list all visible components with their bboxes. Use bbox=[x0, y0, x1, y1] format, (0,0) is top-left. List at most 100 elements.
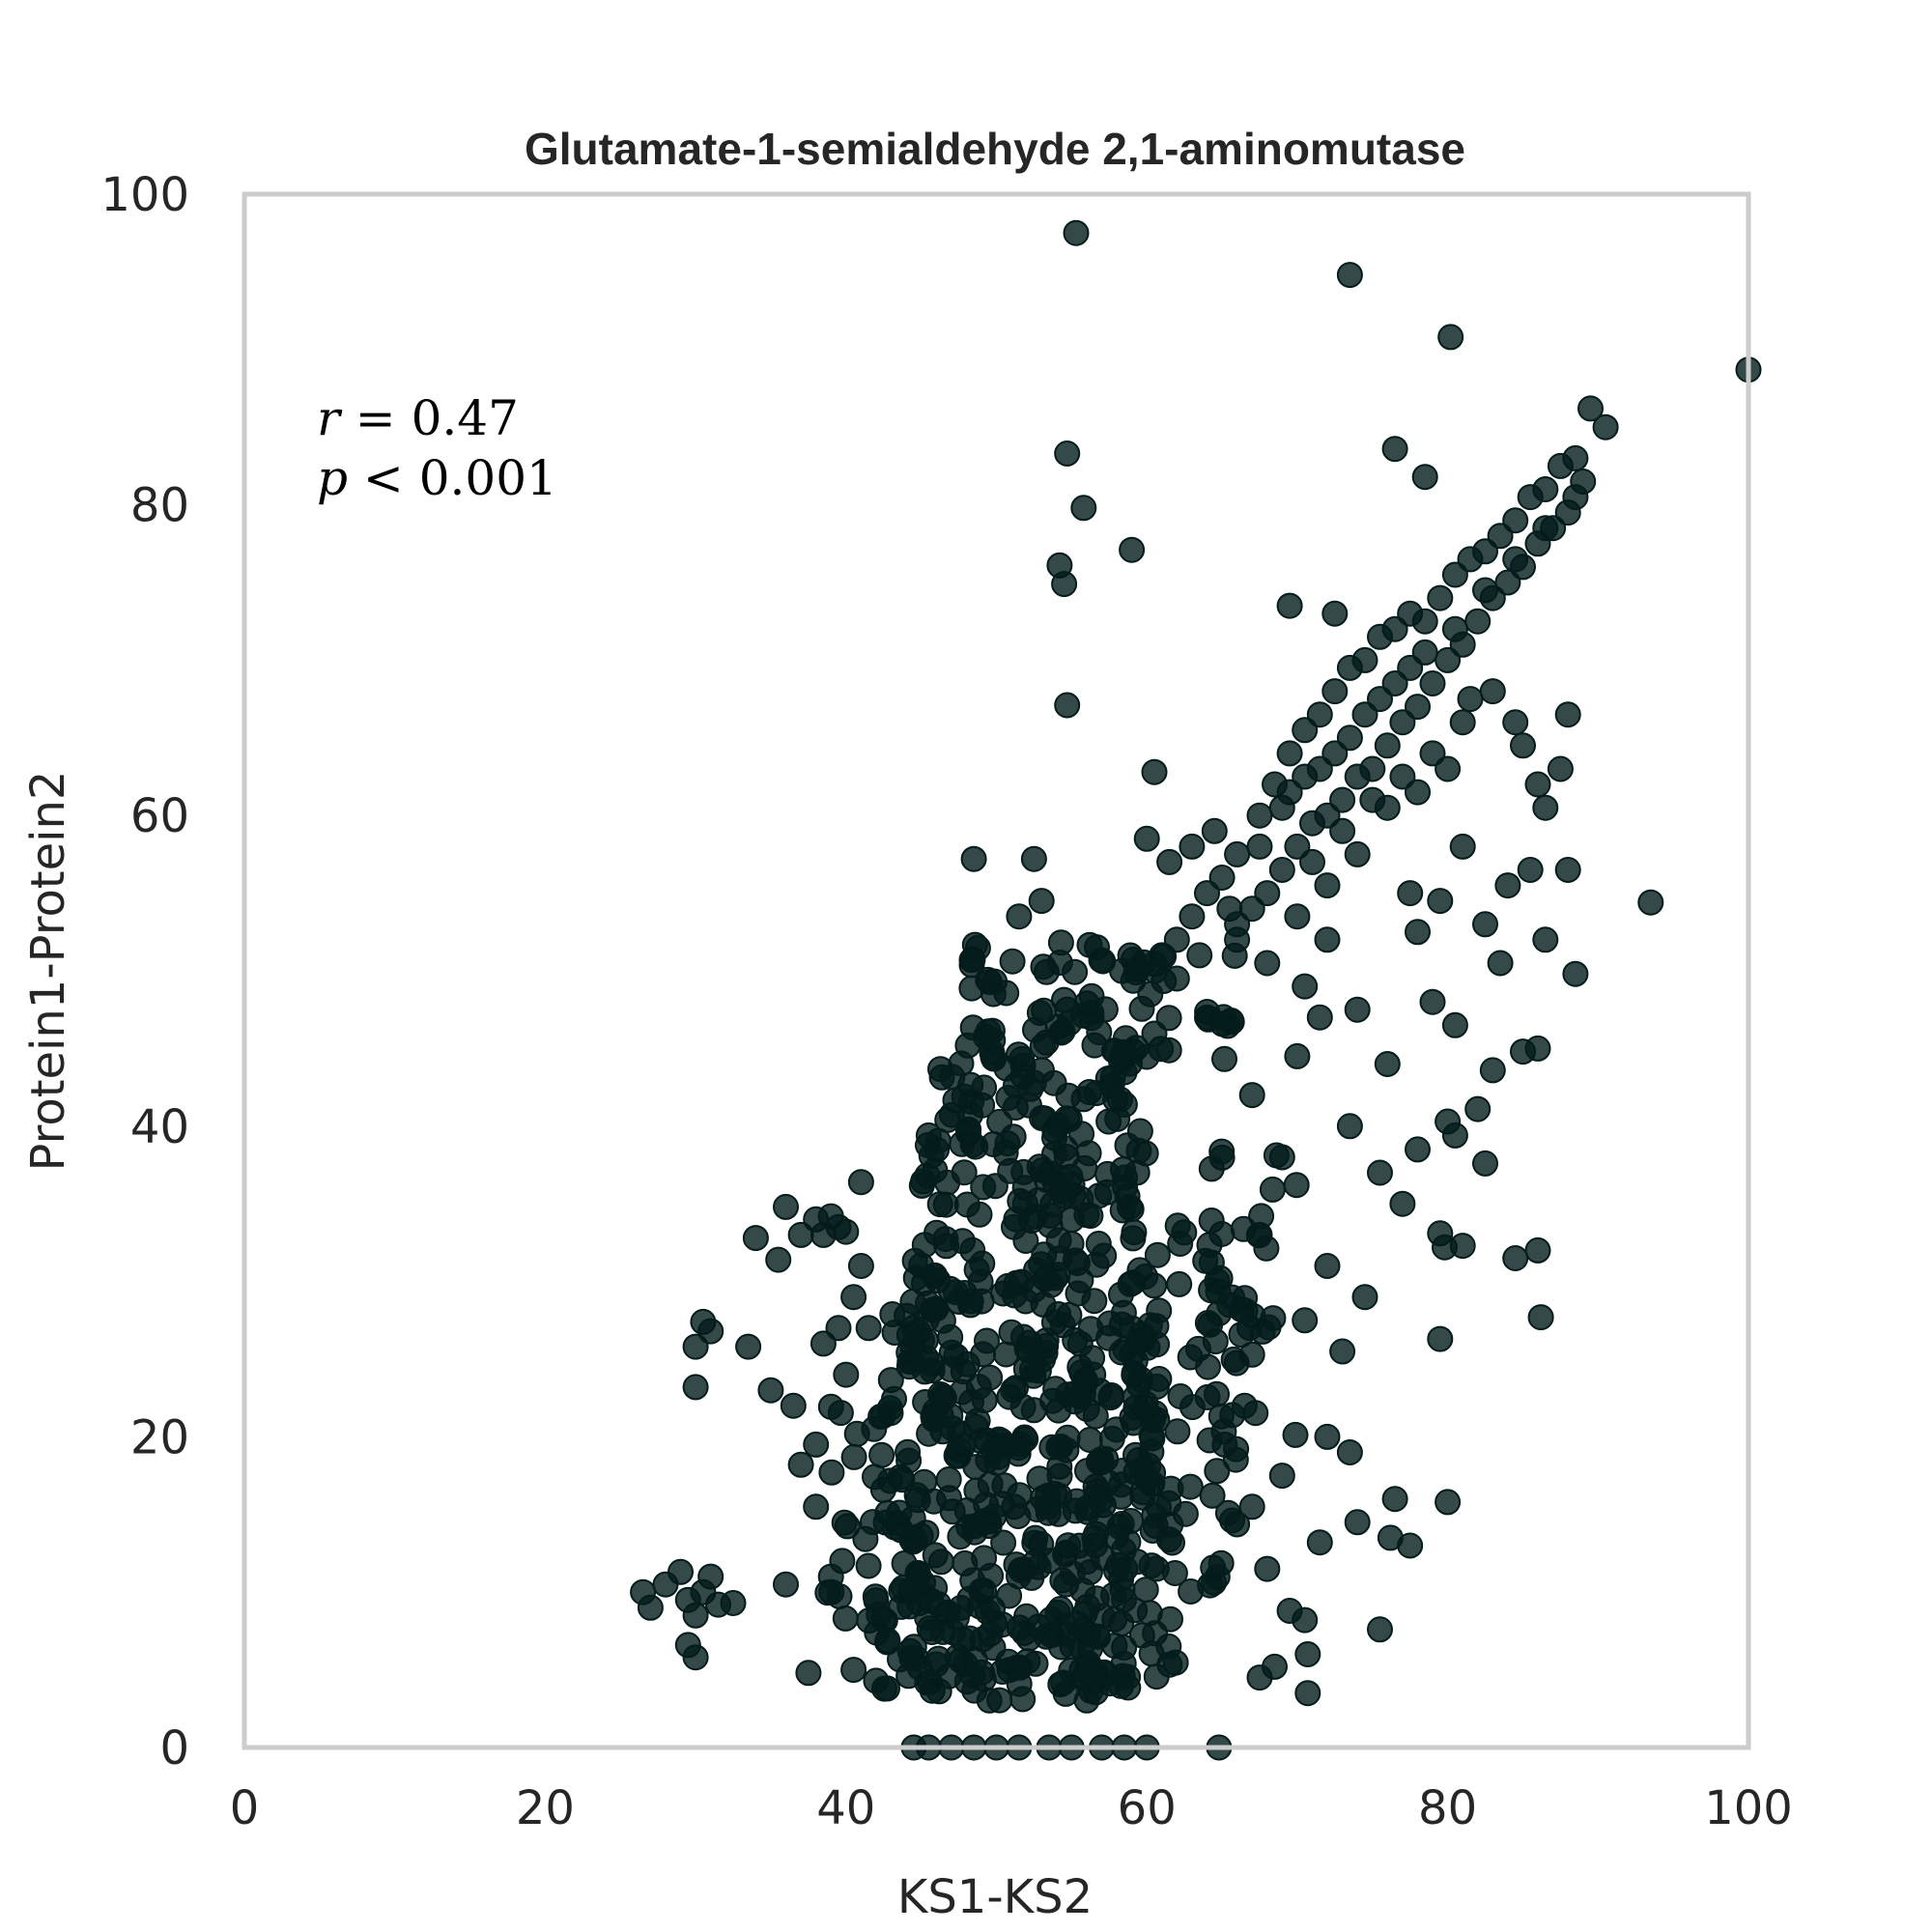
scatter-point bbox=[989, 1280, 1016, 1307]
scatter-point bbox=[1419, 740, 1446, 767]
scatter-point bbox=[1329, 786, 1356, 813]
scatter-point bbox=[847, 1169, 874, 1196]
scatter-point bbox=[1246, 1221, 1273, 1248]
scatter-point bbox=[980, 1634, 1007, 1662]
scatter-point bbox=[1464, 608, 1492, 635]
scatter-point bbox=[1374, 732, 1401, 759]
scatter-point bbox=[1449, 1233, 1476, 1260]
scatter-point bbox=[1510, 732, 1536, 759]
scatter-point bbox=[1046, 950, 1073, 976]
scatter-point bbox=[1143, 1663, 1170, 1690]
scatter-point bbox=[765, 1246, 792, 1273]
scatter-point bbox=[1441, 615, 1468, 642]
scatter-point bbox=[1143, 1555, 1170, 1582]
scatter-point bbox=[1020, 1397, 1047, 1424]
scatter-point bbox=[900, 1314, 927, 1341]
scatter-point bbox=[1284, 1042, 1311, 1069]
scatter-point bbox=[1093, 1445, 1120, 1472]
scatter-point bbox=[1109, 957, 1136, 984]
scatter-point bbox=[697, 1318, 724, 1345]
scatter-point bbox=[953, 1668, 980, 1695]
scatter-point bbox=[1220, 1346, 1247, 1373]
scatter-point bbox=[1254, 880, 1281, 907]
scatter-point bbox=[1637, 889, 1664, 916]
scatter-point bbox=[1238, 1082, 1265, 1109]
scatter-point bbox=[1109, 1662, 1136, 1690]
scatter-point bbox=[855, 1552, 882, 1579]
scatter-point bbox=[1294, 1641, 1321, 1667]
scatter-point bbox=[1532, 515, 1559, 542]
scatter-point bbox=[1405, 1136, 1431, 1163]
scatter-point bbox=[1441, 561, 1468, 588]
scatter-point bbox=[1329, 817, 1356, 844]
scatter-point bbox=[1128, 995, 1155, 1022]
scatter-point bbox=[1502, 1245, 1529, 1271]
scatter-point bbox=[1276, 1598, 1303, 1624]
scatter-point bbox=[810, 1330, 837, 1357]
scatter-point bbox=[1211, 1045, 1237, 1072]
scatter-point bbox=[773, 1193, 799, 1220]
scatter-point bbox=[1389, 1190, 1416, 1217]
scatter-point bbox=[1005, 1041, 1032, 1068]
scatter-point bbox=[1114, 1132, 1141, 1159]
scatter-point bbox=[1047, 1434, 1074, 1460]
scatter-point bbox=[1510, 1038, 1536, 1065]
scatter-point bbox=[1101, 1633, 1128, 1660]
scatter-point bbox=[1321, 740, 1349, 767]
scatter-point bbox=[1065, 1280, 1092, 1307]
y-tick-label: 80 bbox=[130, 479, 189, 533]
scatter-point bbox=[787, 1451, 814, 1478]
scatter-point bbox=[1119, 536, 1146, 563]
scatter-point bbox=[958, 975, 985, 1002]
scatter-point bbox=[1532, 794, 1559, 821]
scatter-point bbox=[1115, 1528, 1142, 1555]
scatter-point bbox=[682, 1602, 709, 1629]
chart-title: Glutamate-1-semialdehyde 2,1-aminomutase bbox=[525, 124, 1465, 174]
scatter-point bbox=[1070, 1086, 1097, 1113]
scatter-point bbox=[1149, 942, 1176, 969]
scatter-point bbox=[998, 1319, 1025, 1346]
scatter-point bbox=[1397, 654, 1424, 681]
scatter-point bbox=[919, 1357, 946, 1384]
scatter-point bbox=[1276, 779, 1303, 806]
scatter-point bbox=[1208, 865, 1236, 891]
scatter-point bbox=[1259, 1176, 1286, 1203]
scatter-point bbox=[1306, 755, 1333, 782]
r-annotation: r = 0.47 bbox=[317, 390, 519, 446]
scatter-point bbox=[961, 931, 988, 958]
scatter-point bbox=[1196, 1232, 1223, 1259]
scatter-point bbox=[1381, 615, 1408, 642]
scatter-point bbox=[1159, 1529, 1185, 1556]
scatter-point bbox=[1010, 1158, 1037, 1185]
scatter-point bbox=[682, 1374, 709, 1401]
scatter-point bbox=[855, 1315, 882, 1342]
scatter-point bbox=[862, 1463, 888, 1491]
scatter-point bbox=[908, 1172, 935, 1199]
scatter-point bbox=[1053, 1539, 1080, 1566]
scatter-point bbox=[697, 1563, 724, 1590]
scatter-point bbox=[989, 1659, 1016, 1685]
scatter-point bbox=[817, 1393, 844, 1420]
r-value: = 0.47 bbox=[340, 390, 519, 446]
scatter-point bbox=[1502, 546, 1529, 573]
scatter-point bbox=[924, 1267, 952, 1294]
scatter-point bbox=[1282, 1421, 1309, 1448]
scatter-point bbox=[1179, 833, 1206, 860]
scatter-point bbox=[1070, 495, 1097, 522]
scatter-point bbox=[1108, 1471, 1134, 1498]
scatter-point bbox=[1389, 709, 1416, 736]
scatter-point bbox=[1132, 1264, 1159, 1290]
scatter-point bbox=[1411, 464, 1438, 491]
scatter-point bbox=[1464, 1095, 1492, 1122]
scatter-point bbox=[863, 1587, 890, 1614]
scatter-point bbox=[895, 1339, 923, 1366]
scatter-point bbox=[833, 1218, 860, 1245]
scatter-point bbox=[1276, 740, 1303, 767]
scatter-point bbox=[1051, 571, 1078, 598]
scatter-point bbox=[1224, 926, 1251, 953]
scatter-point bbox=[1028, 888, 1055, 915]
scatter-point bbox=[1472, 911, 1498, 938]
scatter-point bbox=[1336, 1113, 1363, 1140]
scatter-point bbox=[1066, 1330, 1094, 1357]
